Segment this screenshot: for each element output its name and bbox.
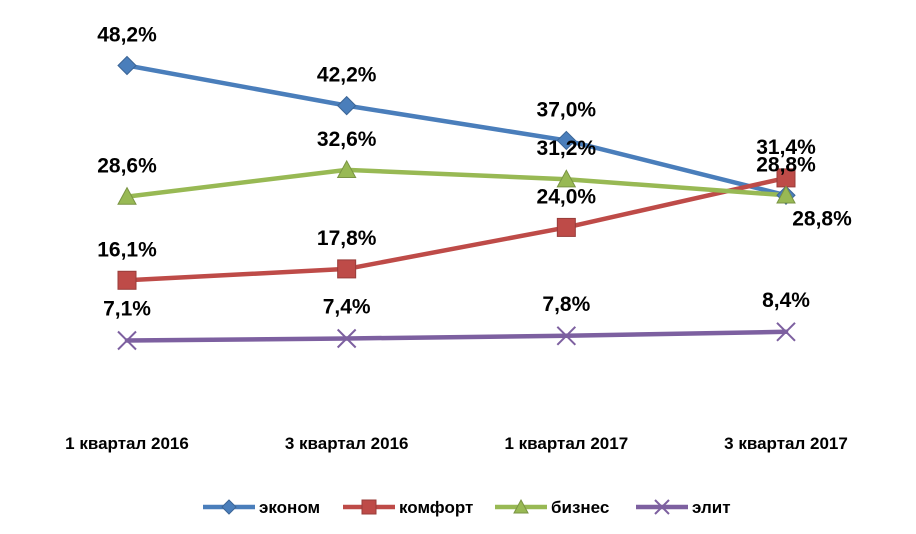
data-label: 17,8% [317,227,377,250]
x-tick-label: 3 квартал 2016 [285,434,409,453]
data-label: 32,6% [317,128,377,151]
data-label: 37,0% [537,98,597,121]
series-markers [117,55,796,351]
data-label: 7,1% [103,297,151,320]
legend-marker [654,499,670,515]
data-point [336,95,357,116]
legend-marker [221,499,237,515]
x-tick-label: 1 квартал 2017 [505,434,629,453]
data-label: 8,4% [762,289,810,312]
series-line-2 [124,175,789,283]
legend-label: эконом [259,498,320,517]
series-line-1 [124,63,789,198]
legend-item: комфорт [343,498,473,517]
data-point [556,217,576,237]
data-label: 28,6% [97,155,157,178]
data-point [117,330,137,351]
legend-item: эконом [203,498,320,517]
data-label: 31,4% [756,136,816,159]
data-point [336,328,357,349]
legend-item: бизнес [495,498,609,517]
data-label: 28,8% [792,207,852,230]
data-label: 48,2% [97,23,157,46]
legend-item: элит [636,498,731,517]
x-tick-label: 3 квартал 2017 [724,434,848,453]
data-label: 16,1% [97,238,157,261]
legend-label: бизнес [551,498,609,517]
data-point [117,186,137,205]
data-labels: 48,2% 42,2% 37,0% 28,8% 16,1% 17,8% 24,0% 31,4%… [97,23,852,320]
data-label: 42,2% [317,64,377,87]
data-label: 7,8% [542,293,590,316]
data-point [117,270,137,290]
x-axis-ticks: 1 квартал 2016 3 квартал 2016 1 квартал 20… [65,434,848,453]
data-label: 28,8% [756,153,816,176]
data-point [336,159,357,179]
series-line-4 [124,329,789,343]
data-point [556,169,577,188]
series-line-3 [124,167,789,199]
data-point [556,326,577,346]
data-label: 24,0% [537,185,597,208]
data-point [776,322,796,342]
data-point [776,185,796,204]
data-point [337,259,357,279]
x-tick-label: 1 квартал 2016 [65,434,189,453]
data-point [117,55,137,76]
data-label: 7,4% [323,295,371,318]
data-point [556,130,577,151]
legend-label: комфорт [399,498,473,517]
legend-marker [361,499,377,515]
legend-label: элит [692,498,731,517]
legend-marker [513,498,529,514]
series-lines [124,63,789,343]
data-label: 31,2% [537,137,597,160]
legend: эконом комфорт бизнес элит [203,498,731,517]
